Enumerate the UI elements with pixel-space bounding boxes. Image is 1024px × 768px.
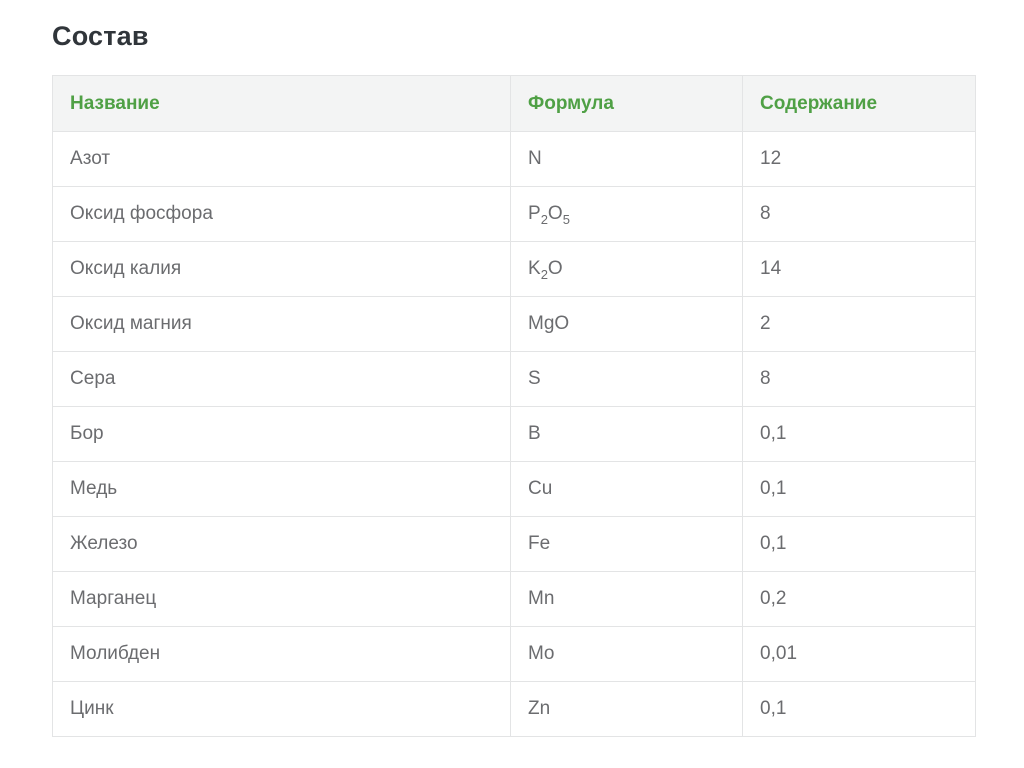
cell-name: Сера: [52, 351, 511, 407]
cell-name: Железо: [52, 516, 511, 572]
cell-formula: N: [510, 131, 743, 187]
table-row: Сера S 8: [52, 351, 976, 407]
table-row: Цинк Zn 0,1: [52, 681, 976, 737]
cell-name: Оксид магния: [52, 296, 511, 352]
cell-name: Азот: [52, 131, 511, 187]
cell-content: 14: [742, 241, 976, 297]
cell-content: 0,1: [742, 681, 976, 737]
cell-formula: Cu: [510, 461, 743, 517]
cell-content: 0,1: [742, 516, 976, 572]
composition-table: Название Формула Содержание Азот N 12 Оксид…: [52, 75, 976, 737]
table-row: Молибден Mo 0,01: [52, 626, 976, 682]
table-body: Азот N 12 Оксид фосфора P2O5 8 Оксид калия K2O 1…: [52, 131, 976, 737]
cell-name: Марганец: [52, 571, 511, 627]
cell-name: Бор: [52, 406, 511, 462]
table-row: Оксид магния MgO 2: [52, 296, 976, 352]
table-row: Железо Fe 0,1: [52, 516, 976, 572]
cell-formula: B: [510, 406, 743, 462]
cell-name: Цинк: [52, 681, 511, 737]
content-area: Состав Название Формула Содержание Азот N…: [52, 21, 976, 737]
header-cell-formula: Формула: [510, 75, 743, 132]
cell-formula: Zn: [510, 681, 743, 737]
table-row: Азот N 12: [52, 131, 976, 187]
table-header-row: Название Формула Содержание: [52, 75, 976, 132]
cell-formula: MgO: [510, 296, 743, 352]
table-row: Оксид фосфора P2O5 8: [52, 186, 976, 242]
cell-content: 0,1: [742, 461, 976, 517]
cell-content: 12: [742, 131, 976, 187]
header-cell-content: Содержание: [742, 75, 976, 132]
cell-formula: Mo: [510, 626, 743, 682]
cell-content: 0,1: [742, 406, 976, 462]
cell-formula: Mn: [510, 571, 743, 627]
cell-content: 0,2: [742, 571, 976, 627]
table-row: Марганец Mn 0,2: [52, 571, 976, 627]
table-row: Медь Cu 0,1: [52, 461, 976, 517]
cell-formula: K2O: [510, 241, 743, 297]
cell-content: 0,01: [742, 626, 976, 682]
cell-content: 8: [742, 186, 976, 242]
cell-formula: Fe: [510, 516, 743, 572]
cell-name: Оксид фосфора: [52, 186, 511, 242]
cell-content: 2: [742, 296, 976, 352]
cell-content: 8: [742, 351, 976, 407]
header-cell-name: Название: [52, 75, 511, 132]
cell-name: Молибден: [52, 626, 511, 682]
cell-name: Медь: [52, 461, 511, 517]
table-row: Оксид калия K2O 14: [52, 241, 976, 297]
table-row: Бор B 0,1: [52, 406, 976, 462]
cell-formula: S: [510, 351, 743, 407]
cell-name: Оксид калия: [52, 241, 511, 297]
page-title: Состав: [52, 21, 149, 51]
cell-formula: P2O5: [510, 186, 743, 242]
